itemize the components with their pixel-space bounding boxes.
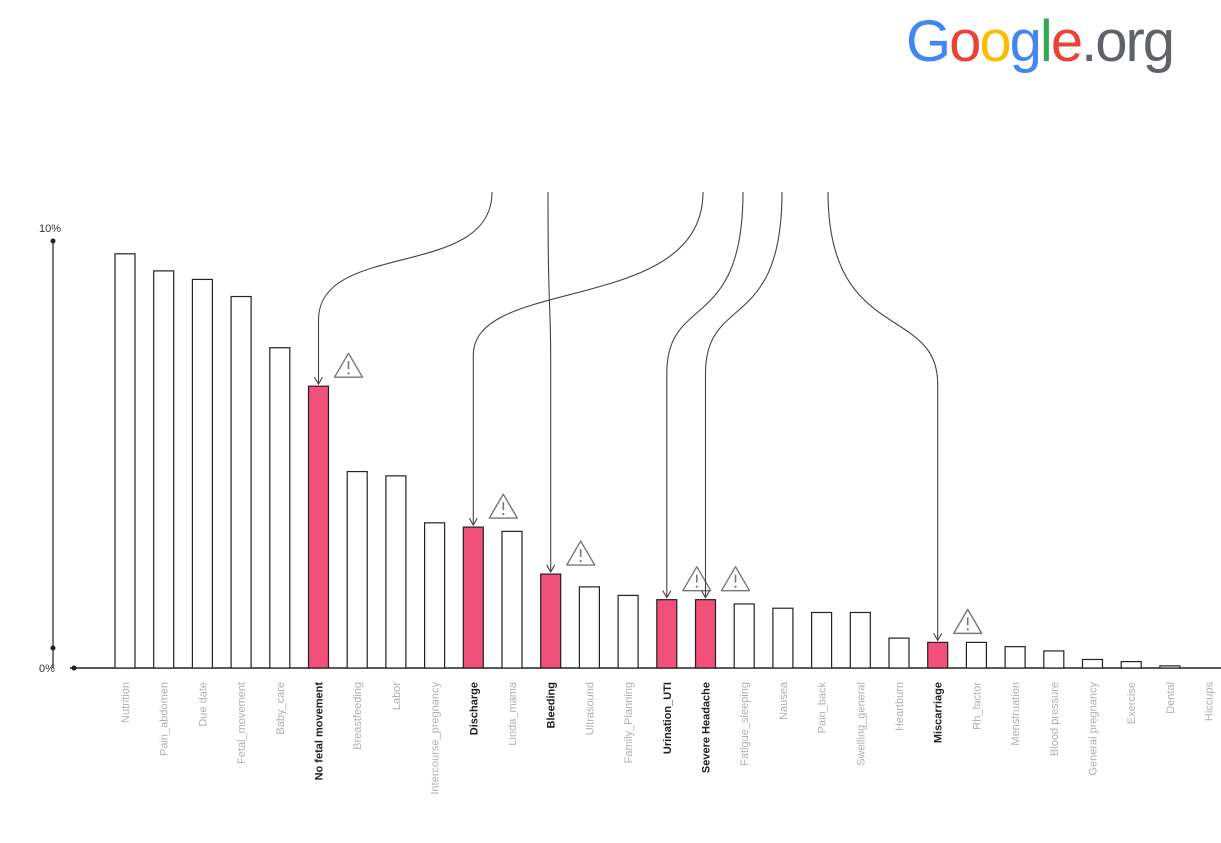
y-tick-dot <box>50 238 56 244</box>
logo-letter: g <box>1009 9 1042 74</box>
bar <box>849 611 871 669</box>
category-label: Pain_back <box>817 682 829 734</box>
category-label: Exercise <box>1126 682 1138 724</box>
category-label: Intercourse_pregnancy <box>430 682 442 795</box>
category-label: Blood pressure <box>1049 682 1061 756</box>
category-label: Heartburn <box>894 682 906 731</box>
connector-line <box>472 191 704 526</box>
category-label: Miscarriage <box>933 682 945 743</box>
logo-letter: l <box>1039 9 1053 74</box>
bar <box>578 586 601 669</box>
category-label: Dental <box>1165 682 1177 714</box>
category-label: Menstruation <box>1010 682 1022 746</box>
bar <box>888 637 910 669</box>
connector-line <box>666 191 744 598</box>
category-label: Rh_factor <box>971 682 983 730</box>
bar <box>424 522 446 669</box>
category-label: Swelling_general <box>855 682 867 766</box>
bar <box>1004 646 1026 669</box>
google-org-logo: Google.org <box>906 8 1175 88</box>
baseline-dot <box>71 665 77 671</box>
category-label: Hiccups <box>1204 682 1216 722</box>
bar <box>617 594 639 669</box>
category-label: Ultrasound <box>584 682 596 735</box>
logo-letter: .org <box>1081 9 1175 74</box>
connector-line <box>547 191 552 573</box>
connector-arrowhead <box>933 633 943 642</box>
bar <box>772 607 794 669</box>
connector-arrowhead <box>546 564 556 574</box>
category-label: Urination_UTI <box>662 682 674 754</box>
connector-arrowhead <box>468 517 478 527</box>
connector-arrowhead <box>314 376 323 386</box>
bar <box>230 295 252 669</box>
logo-letter: o <box>979 9 1011 74</box>
y-tick-label: 0% <box>39 663 55 675</box>
warning-triangle-icon <box>734 585 737 588</box>
category-label: Pain_abdomen <box>159 682 171 756</box>
logo-letter: G <box>906 9 951 74</box>
category-label: Baby_care <box>275 682 287 735</box>
logo-letter: o <box>949 9 981 74</box>
category-label: Bleeding <box>546 682 558 728</box>
bar <box>114 253 136 669</box>
category-label: Fetal_movement <box>236 682 248 764</box>
category-label: Discharge <box>468 682 480 735</box>
bar <box>540 573 562 669</box>
bar <box>153 270 175 669</box>
bar <box>1043 650 1065 669</box>
category-label: Severe Headache <box>701 682 713 773</box>
bar <box>694 599 717 669</box>
category-label: Nutrition <box>120 682 132 723</box>
category-label: Breastfeeding <box>352 682 364 750</box>
category-label: No fetal movement <box>314 682 326 781</box>
category-label: Due date <box>197 682 209 727</box>
bar <box>733 603 755 669</box>
category-label: Labor <box>391 682 403 710</box>
category-label: Linda_mama <box>507 681 519 745</box>
bar <box>1081 658 1104 669</box>
y-tick-label: 10% <box>39 223 61 235</box>
connector-arrowhead <box>701 590 710 599</box>
connector-line <box>827 191 939 641</box>
warning-triangle-icon <box>347 372 350 375</box>
bar <box>927 641 949 669</box>
connector-arrowhead <box>662 590 672 599</box>
bar <box>191 278 213 669</box>
warning-triangle-icon <box>695 585 698 588</box>
logo-letter: e <box>1050 9 1083 74</box>
bar <box>501 530 523 669</box>
warning-triangle-icon <box>579 559 582 563</box>
bar <box>307 385 330 669</box>
category-label: Family_Planning <box>623 682 635 763</box>
bar <box>385 475 407 669</box>
warning-triangle-icon <box>502 512 505 516</box>
connector-line <box>317 191 493 385</box>
connector-line <box>704 191 783 598</box>
bar <box>810 611 833 669</box>
bar <box>656 599 678 669</box>
category-label: General pregnancy <box>1088 682 1100 776</box>
category-label: Nausea <box>778 681 790 720</box>
bar <box>965 641 988 669</box>
bar <box>1159 665 1181 669</box>
bar <box>269 347 291 669</box>
bar <box>462 526 484 669</box>
bar <box>1120 660 1142 669</box>
category-label: Fatigue_sleeping <box>739 682 751 766</box>
bar <box>346 470 368 669</box>
y-tick-dot <box>50 645 56 651</box>
warning-triangle-icon <box>966 628 969 631</box>
